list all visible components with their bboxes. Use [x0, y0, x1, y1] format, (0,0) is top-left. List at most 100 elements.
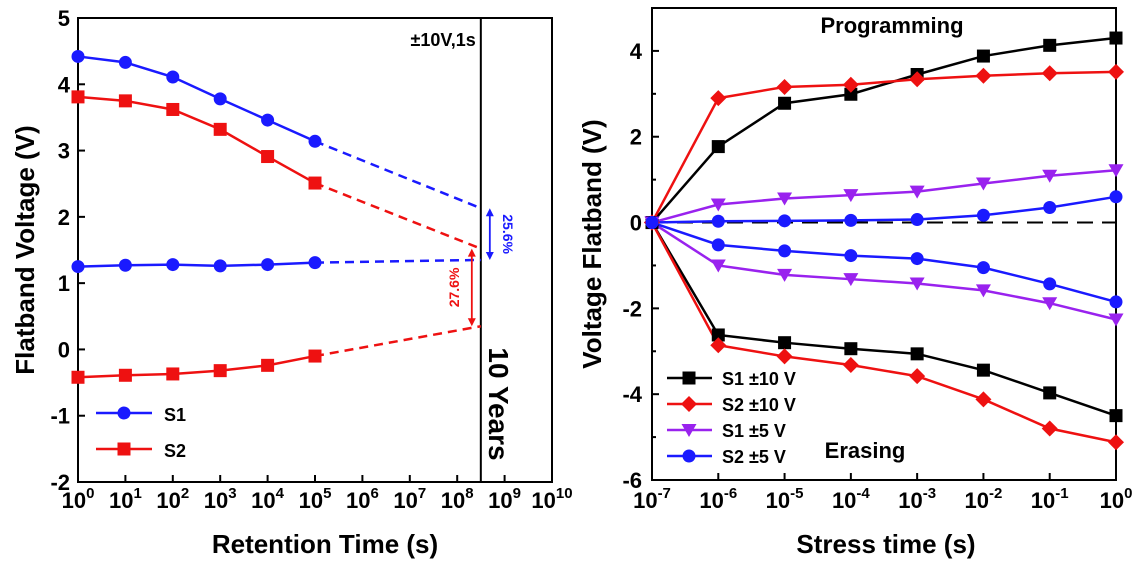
data-point	[213, 122, 227, 136]
x-axis-label: Stress time (s)	[796, 529, 975, 559]
x-tick-label: 104	[251, 485, 284, 513]
data-point	[778, 214, 792, 228]
data-point	[1109, 31, 1123, 45]
tick-exponent: 8	[465, 485, 473, 502]
tick-exponent: 1	[133, 485, 141, 502]
data-point	[777, 192, 793, 206]
x-tick-label: 100	[1100, 485, 1133, 513]
data-point	[976, 363, 990, 377]
legend-marker	[681, 424, 697, 437]
tick-exponent: 5	[323, 485, 331, 502]
x-tick-label: 101	[109, 485, 142, 513]
data-point	[261, 358, 275, 372]
tick-exponent: 9	[513, 485, 521, 502]
data-point	[1043, 38, 1057, 52]
y-tick-label: 0	[58, 337, 70, 362]
data-point	[711, 328, 725, 342]
s2-window-arrow-head-top	[467, 248, 476, 257]
x-tick-label: 10-6	[699, 485, 737, 513]
data-point	[213, 92, 227, 106]
data-point	[842, 357, 859, 374]
tick-base: 10	[898, 488, 922, 513]
x-tick-label: 107	[393, 485, 426, 513]
data-point	[118, 368, 132, 382]
tick-exponent: 4	[276, 485, 285, 502]
y-axis-label: Flatband Voltage (V)	[10, 125, 40, 374]
data-point	[118, 55, 132, 69]
data-point	[166, 70, 180, 84]
data-point	[910, 347, 924, 361]
condition-label: ±10V,1s	[411, 30, 476, 50]
data-point	[1109, 190, 1123, 204]
x-tick-label: 10-4	[832, 485, 870, 513]
tick-base: 10	[109, 488, 133, 513]
series-line	[77, 55, 316, 143]
data-point	[710, 198, 726, 212]
x-tick-label: 105	[299, 485, 332, 513]
data-point	[844, 87, 858, 101]
data-point	[909, 185, 925, 199]
data-point	[842, 76, 859, 93]
tick-base: 10	[204, 488, 228, 513]
series-line	[77, 261, 316, 268]
x-tick-label: 10-3	[898, 485, 936, 513]
y-tick-label: -4	[622, 382, 642, 407]
tick-exponent: -1	[1055, 485, 1068, 502]
data-point	[776, 78, 793, 95]
data-point	[909, 277, 925, 291]
data-point	[710, 337, 727, 354]
s1-window-arrow-head-top	[485, 208, 494, 217]
data-point	[843, 273, 859, 287]
tick-exponent: -2	[989, 485, 1002, 502]
y-tick-label: 2	[58, 205, 70, 230]
legend-label: S1 ±5 V	[722, 421, 786, 441]
data-point	[1108, 164, 1124, 178]
series-line	[651, 221, 1117, 304]
data-point	[844, 213, 858, 227]
tick-base: 10	[832, 488, 856, 513]
tick-base: 10	[633, 488, 657, 513]
tick-exponent: -4	[856, 485, 870, 502]
tick-exponent: 7	[418, 485, 426, 502]
data-point	[909, 71, 926, 88]
tick-exponent: 10	[556, 485, 573, 502]
s2-window-loss-label: 27.6%	[446, 267, 462, 307]
tick-base: 10	[531, 488, 555, 513]
erasing-label: Erasing	[825, 438, 906, 463]
data-point	[844, 249, 858, 263]
data-point	[71, 260, 85, 274]
data-point	[710, 90, 727, 107]
data-point	[1108, 313, 1124, 327]
data-point	[778, 244, 792, 258]
y-tick-label: -2	[622, 296, 642, 321]
data-point	[1108, 434, 1124, 451]
y-axis-label: Voltage Flatband (V)	[577, 119, 607, 368]
y-tick-label: -1	[50, 404, 70, 429]
data-point	[778, 96, 792, 110]
legend-label: S2 ±10 V	[722, 395, 796, 415]
data-point	[71, 90, 85, 104]
y-tick-label: -2	[50, 470, 70, 495]
data-point	[1042, 169, 1058, 183]
tick-exponent: 6	[370, 485, 378, 502]
data-point	[843, 189, 859, 203]
legend-marker	[117, 406, 131, 420]
s1-window-loss-label: 25.6%	[500, 214, 516, 254]
plot-frame	[651, 7, 1117, 481]
data-point	[213, 364, 227, 378]
y-tick-label: 2	[630, 125, 642, 150]
tick-exponent: -3	[923, 485, 936, 502]
data-point	[976, 208, 990, 222]
data-point	[213, 259, 227, 273]
tick-exponent: -5	[790, 485, 803, 502]
y-tick-label: 1	[58, 271, 70, 296]
y-tick-label: 5	[58, 6, 70, 31]
data-point	[166, 367, 180, 381]
tick-base: 10	[965, 488, 989, 513]
x-tick-label: 103	[204, 485, 237, 513]
tick-exponent: -7	[658, 485, 671, 502]
data-point	[844, 342, 858, 356]
tick-base: 10	[1100, 488, 1124, 513]
tick-exponent: -6	[724, 485, 737, 502]
